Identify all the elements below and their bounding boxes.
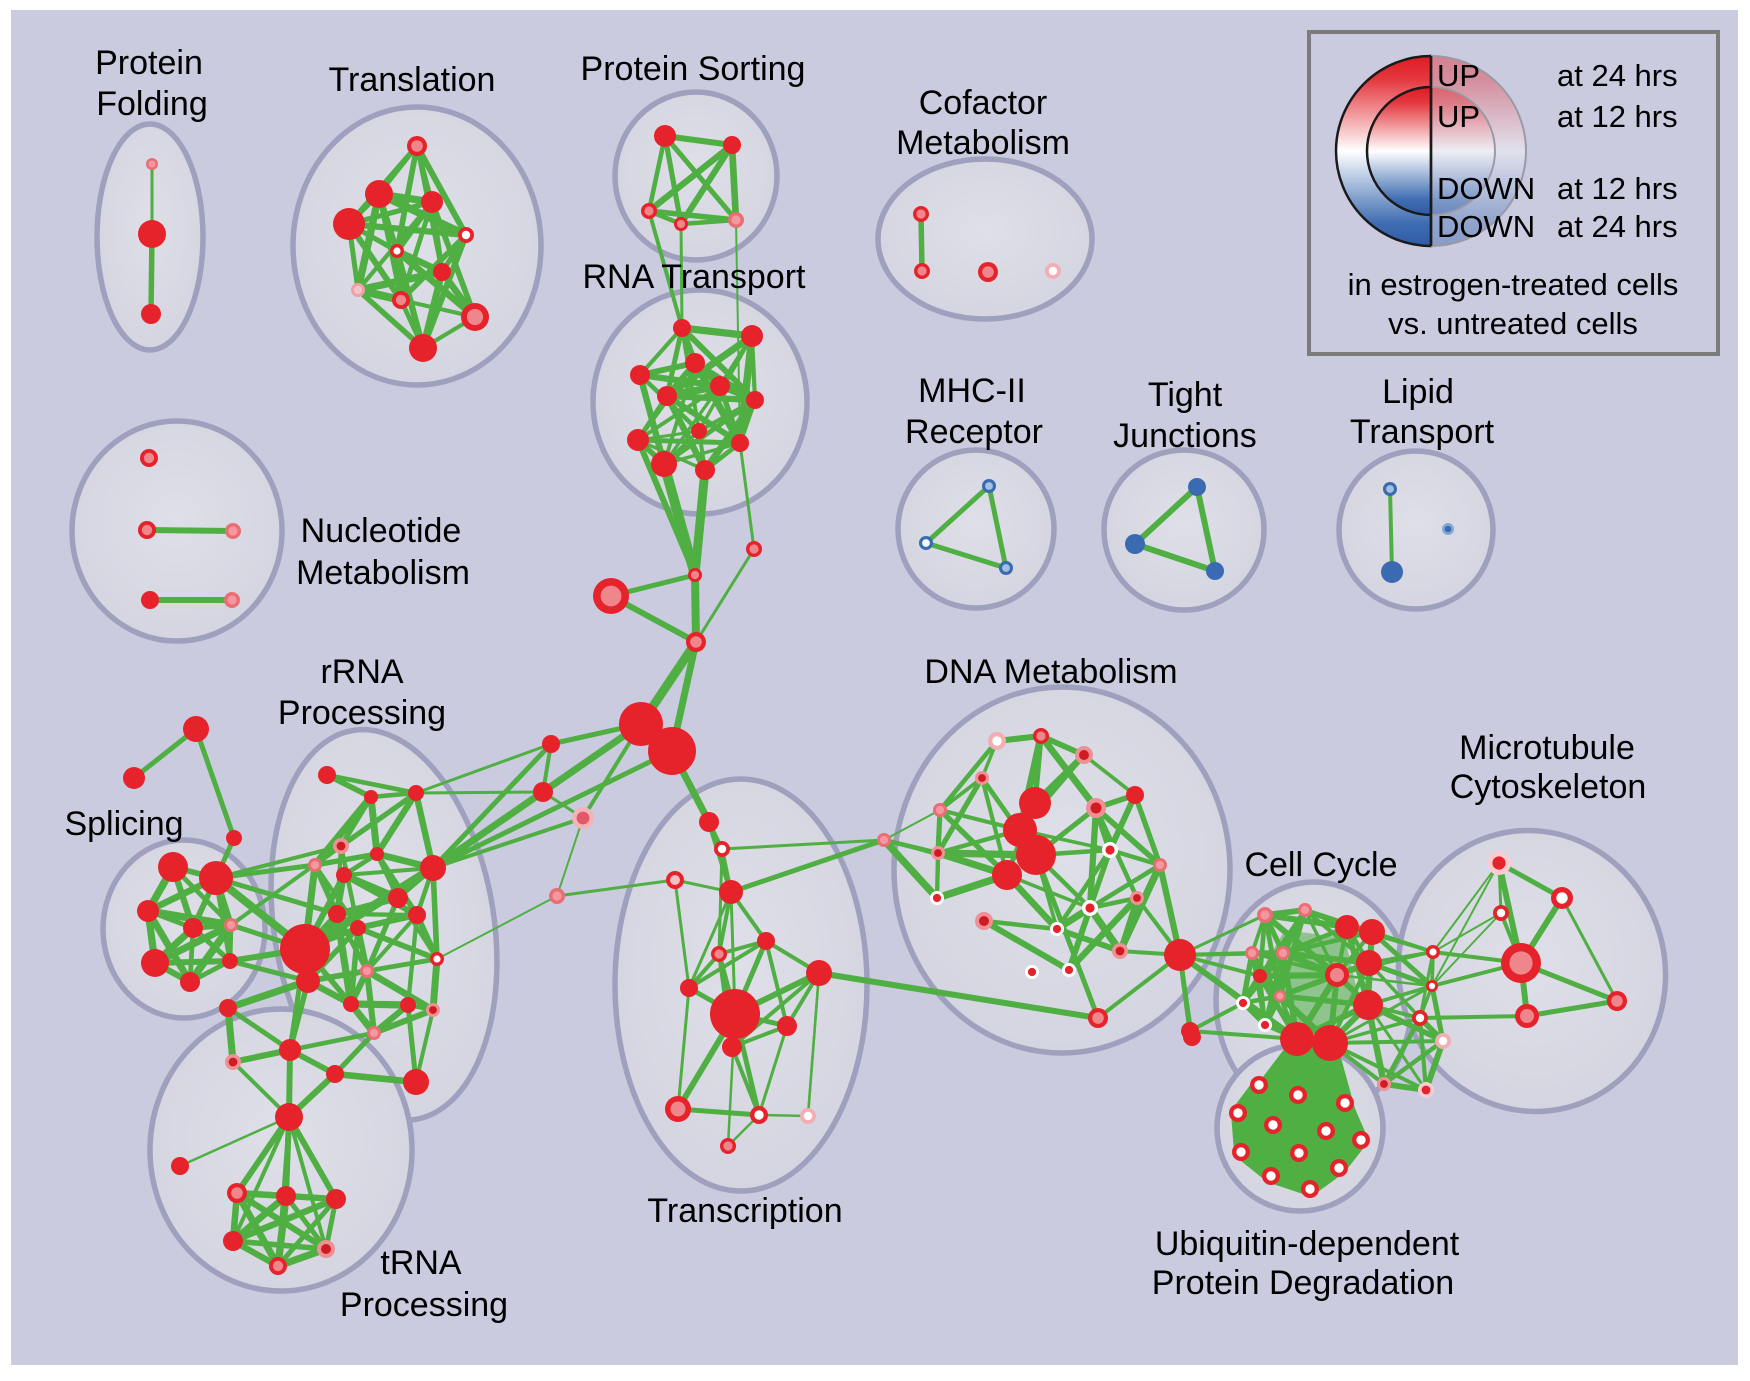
svg-text:Metabolism: Metabolism [296,554,470,592]
svg-text:UP: UP [1437,58,1480,93]
svg-text:Nucleotide: Nucleotide [301,512,462,550]
svg-text:DNA Metabolism: DNA Metabolism [924,653,1177,691]
svg-text:Protein Degradation: Protein Degradation [1152,1264,1454,1302]
svg-text:DOWN: DOWN [1437,209,1535,244]
svg-text:at 12 hrs: at 12 hrs [1557,171,1678,206]
svg-text:tRNA: tRNA [380,1244,462,1282]
svg-text:rRNA: rRNA [320,653,403,691]
svg-text:Tight: Tight [1148,376,1223,414]
svg-text:in estrogen-treated cells: in estrogen-treated cells [1348,267,1679,302]
svg-text:Ubiquitin-dependent: Ubiquitin-dependent [1155,1225,1460,1263]
svg-text:Receptor: Receptor [905,413,1043,451]
svg-text:Protein Sorting: Protein Sorting [581,50,806,88]
svg-text:Transport: Transport [1350,413,1495,451]
svg-text:Splicing: Splicing [64,805,183,843]
svg-text:Lipid: Lipid [1382,373,1454,411]
svg-text:Microtubule: Microtubule [1459,729,1635,767]
svg-text:Processing: Processing [340,1286,508,1324]
svg-text:UP: UP [1437,99,1480,134]
svg-text:Protein: Protein [95,44,203,82]
svg-text:vs. untreated cells: vs. untreated cells [1388,306,1638,341]
svg-text:Junctions: Junctions [1113,417,1257,455]
svg-text:at 24 hrs: at 24 hrs [1557,58,1678,93]
svg-text:Folding: Folding [96,85,208,123]
svg-text:at 12 hrs: at 12 hrs [1557,99,1678,134]
svg-text:Transcription: Transcription [647,1192,842,1230]
svg-text:Cell Cycle: Cell Cycle [1244,846,1397,884]
svg-text:Metabolism: Metabolism [896,124,1070,162]
svg-text:Translation: Translation [329,61,496,99]
svg-text:DOWN: DOWN [1437,171,1535,206]
svg-text:at 24 hrs: at 24 hrs [1557,209,1678,244]
svg-text:Processing: Processing [278,694,446,732]
svg-text:Cytoskeleton: Cytoskeleton [1450,768,1647,806]
svg-text:RNA Transport: RNA Transport [583,258,807,296]
svg-text:Cofactor: Cofactor [919,84,1048,122]
svg-text:MHC-II: MHC-II [918,372,1026,410]
